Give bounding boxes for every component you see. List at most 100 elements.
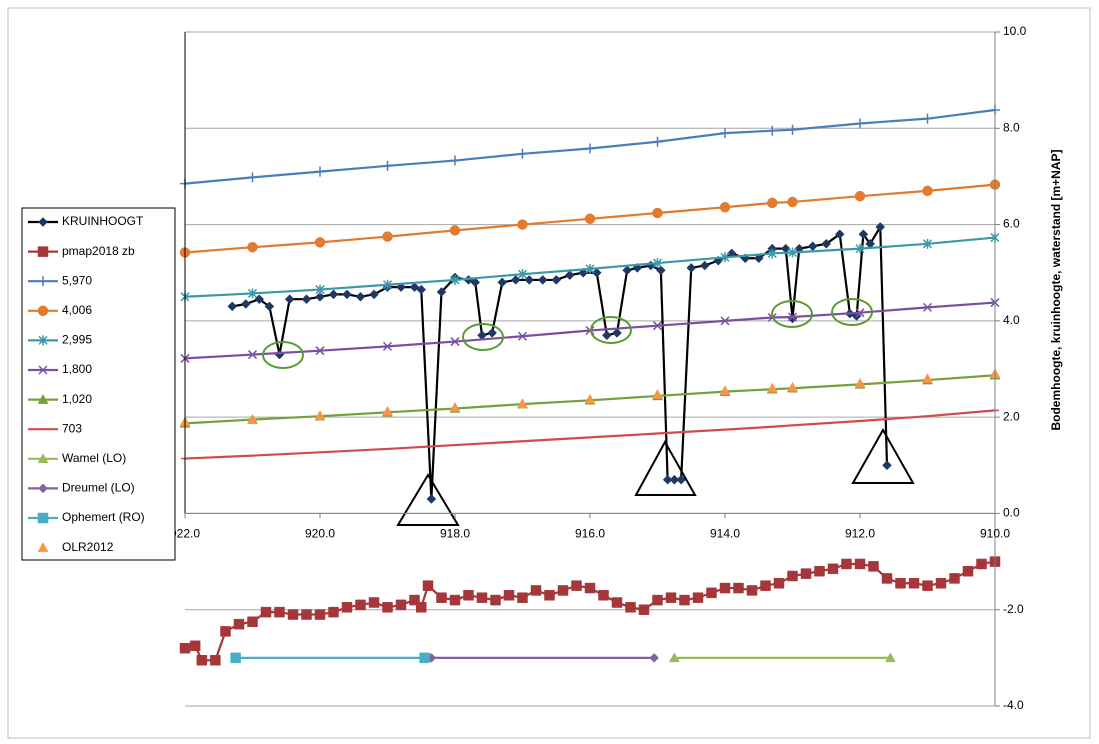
annotation-triangle [851, 427, 915, 484]
marker [662, 474, 673, 485]
marker [699, 260, 710, 271]
marker [369, 289, 379, 300]
marker [719, 385, 731, 395]
marker [436, 592, 447, 603]
x-tick-label: 914.0 [710, 527, 740, 541]
marker [908, 577, 920, 589]
marker [895, 577, 906, 589]
marker [38, 365, 48, 375]
legend-label: Dreumel (LO) [62, 481, 135, 495]
marker [382, 602, 393, 613]
series-line [184, 108, 996, 185]
marker [37, 305, 49, 316]
marker [517, 331, 528, 341]
marker [551, 275, 562, 285]
marker [652, 594, 663, 606]
marker [315, 284, 325, 295]
marker [264, 301, 275, 312]
marker [422, 580, 434, 591]
marker [564, 270, 575, 280]
marker [37, 453, 49, 464]
marker [38, 276, 48, 287]
x-tick-label: 920.0 [305, 527, 335, 541]
legend-label: KRUINHOOGT [62, 214, 144, 228]
marker [679, 594, 690, 606]
marker [497, 277, 508, 288]
marker [585, 263, 595, 274]
marker [38, 335, 48, 346]
marker [669, 474, 680, 485]
marker [720, 128, 730, 139]
marker [38, 217, 48, 227]
marker [602, 330, 612, 341]
marker [557, 585, 569, 596]
marker [382, 279, 393, 290]
marker [766, 197, 778, 209]
marker [625, 602, 636, 613]
marker [719, 582, 731, 594]
marker [247, 616, 258, 627]
annotation-ellipse [590, 316, 632, 344]
marker [922, 185, 933, 197]
legend-label: Wamel (LO) [62, 451, 126, 465]
marker [517, 398, 528, 408]
marker [426, 494, 437, 504]
marker [854, 190, 866, 202]
marker [524, 275, 535, 285]
marker [315, 166, 325, 177]
marker [419, 652, 430, 664]
marker [315, 291, 325, 302]
marker [720, 316, 730, 326]
marker [638, 604, 650, 615]
marker [855, 308, 865, 318]
marker [210, 655, 221, 666]
y-tick-label: 8.0 [1003, 120, 1020, 134]
legend-label: 1,020 [62, 392, 92, 406]
marker [544, 590, 555, 601]
marker [503, 590, 515, 601]
annotation-ellipse [462, 323, 504, 351]
series-line [184, 374, 996, 425]
y-tick-label: 6.0 [1003, 217, 1020, 231]
legend-label: OLR2012 [62, 540, 114, 554]
y-tick-label: 4.0 [1003, 313, 1020, 327]
legend-label: 703 [62, 421, 82, 435]
legend: KRUINHOOGT pmap2018 zb 5,970 4,006 2,995 1,80… [21, 207, 176, 561]
marker [692, 592, 704, 603]
chart-frame [7, 7, 1091, 739]
marker [767, 125, 778, 136]
marker [196, 655, 208, 666]
marker [395, 599, 407, 611]
marker [314, 609, 326, 620]
y-tick-label: -2.0 [1003, 602, 1024, 616]
marker [227, 301, 238, 312]
marker [287, 609, 299, 620]
marker [274, 606, 285, 618]
marker [922, 580, 933, 591]
marker [37, 246, 49, 257]
marker [490, 594, 501, 606]
annotation-ellipse [262, 341, 304, 369]
marker [827, 563, 839, 575]
marker [935, 577, 947, 589]
marker [854, 558, 866, 570]
marker [517, 592, 528, 603]
y-tick-label: -4.0 [1003, 698, 1024, 712]
marker [571, 580, 582, 591]
marker [858, 229, 869, 240]
series-line [184, 236, 996, 298]
marker [854, 377, 866, 388]
marker [881, 573, 893, 584]
marker [733, 582, 744, 594]
marker [37, 542, 49, 552]
marker [800, 568, 812, 579]
series-line [184, 301, 996, 360]
marker [706, 587, 717, 599]
marker [855, 118, 865, 129]
marker [284, 294, 295, 305]
marker [884, 652, 896, 663]
marker [382, 405, 393, 416]
marker [450, 274, 460, 285]
marker [787, 570, 798, 582]
marker [652, 136, 663, 147]
